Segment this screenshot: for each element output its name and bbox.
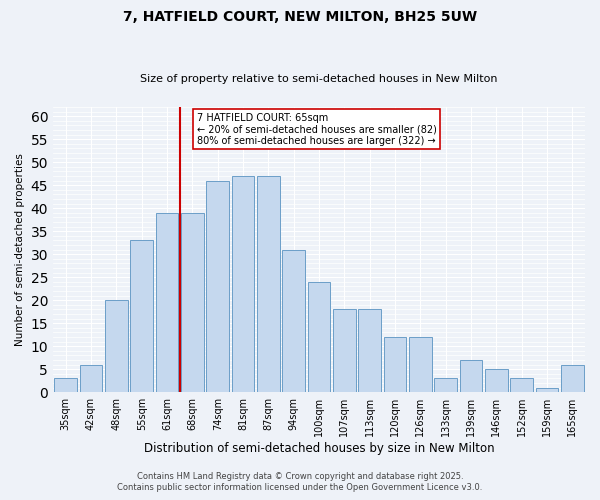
Bar xyxy=(80,364,103,392)
Text: 7, HATFIELD COURT, NEW MILTON, BH25 5UW: 7, HATFIELD COURT, NEW MILTON, BH25 5UW xyxy=(123,10,477,24)
Bar xyxy=(308,282,331,392)
Y-axis label: Number of semi-detached properties: Number of semi-detached properties xyxy=(15,153,25,346)
Bar xyxy=(55,378,77,392)
X-axis label: Distribution of semi-detached houses by size in New Milton: Distribution of semi-detached houses by … xyxy=(144,442,494,455)
Title: Size of property relative to semi-detached houses in New Milton: Size of property relative to semi-detach… xyxy=(140,74,498,84)
Bar xyxy=(181,213,204,392)
Text: 7 HATFIELD COURT: 65sqm
← 20% of semi-detached houses are smaller (82)
80% of se: 7 HATFIELD COURT: 65sqm ← 20% of semi-de… xyxy=(197,112,437,146)
Bar xyxy=(130,240,153,392)
Bar xyxy=(155,213,178,392)
Bar xyxy=(460,360,482,392)
Bar xyxy=(383,337,406,392)
Bar xyxy=(282,250,305,392)
Bar xyxy=(434,378,457,392)
Bar xyxy=(257,176,280,392)
Bar xyxy=(358,310,381,392)
Bar xyxy=(561,364,584,392)
Bar xyxy=(409,337,432,392)
Bar xyxy=(206,180,229,392)
Bar xyxy=(105,300,128,392)
Bar xyxy=(333,310,356,392)
Bar xyxy=(536,388,559,392)
Bar xyxy=(232,176,254,392)
Bar xyxy=(485,369,508,392)
Text: Contains HM Land Registry data © Crown copyright and database right 2025.
Contai: Contains HM Land Registry data © Crown c… xyxy=(118,472,482,492)
Bar xyxy=(510,378,533,392)
